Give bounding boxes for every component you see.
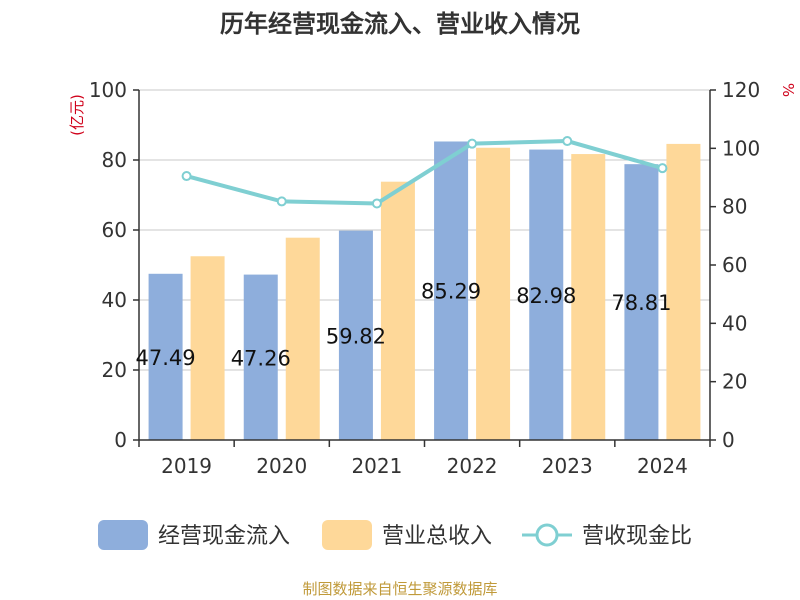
revenue-bar: [190, 256, 225, 440]
legend-label-revenue: 营业总收入: [382, 524, 492, 549]
legend-label-cash-inflow: 经营现金流入: [158, 524, 290, 549]
cash-inflow-data-label: 78.81: [611, 291, 671, 315]
ratio-point: [181, 171, 192, 182]
cash-inflow-bar: [434, 141, 469, 441]
right-axis-ticks: 0 20 40 60 80 100 120: [710, 78, 760, 452]
cash-inflow-data-label: 47.26: [231, 346, 291, 370]
ratio-point: [657, 163, 668, 174]
grid-lines: [139, 89, 710, 441]
cash-inflow-data-labels: 47.49 47.26 59.82 85.29 82.98 78.81: [136, 280, 672, 371]
revenue-bar: [666, 143, 701, 440]
x-tick-label: 2019: [161, 454, 212, 478]
x-tick-label: 2020: [256, 454, 307, 478]
chart-title: 历年经营现金流入、营业收入情况: [220, 10, 580, 38]
left-axis-unit: (亿元): [68, 94, 86, 136]
cash-inflow-bar: [338, 230, 373, 440]
left-tick-label: 0: [114, 428, 127, 452]
axes: [138, 90, 711, 441]
right-tick-label: 0: [722, 428, 735, 452]
cash-inflow-bar: [529, 149, 564, 440]
revenue-bar: [285, 237, 320, 440]
ratio-polyline: [186, 139, 663, 206]
legend: 经营现金流入 营业总收入 营收现金比: [98, 520, 692, 550]
left-tick-label: 100: [89, 78, 127, 102]
right-axis-unit: %: [779, 83, 797, 97]
right-tick-label: 60: [722, 253, 747, 277]
right-tick-label: 20: [722, 370, 747, 394]
source-note: 制图数据来自恒生聚源数据库: [302, 580, 497, 598]
left-axis-ticks: 0 20 40 60 80 100: [89, 78, 139, 452]
left-tick-label: 40: [102, 288, 127, 312]
x-axis-ticks: 2019 2020 2021 2022 2023 2024: [138, 440, 711, 478]
right-tick-label: 120: [722, 78, 760, 102]
ratio-point: [371, 198, 382, 209]
x-tick-label: 2021: [351, 454, 402, 478]
right-tick-label: 80: [722, 195, 747, 219]
cash-inflow-data-label: 59.82: [326, 324, 386, 348]
ratio-point: [467, 138, 478, 149]
ratio-point: [276, 196, 287, 207]
legend-label-ratio: 营收现金比: [582, 524, 692, 549]
right-tick-label: 40: [722, 311, 747, 335]
right-tick-label: 100: [722, 136, 760, 160]
cash-inflow-data-label: 47.49: [136, 346, 196, 370]
cash-inflow-bar: [148, 273, 183, 440]
legend-marker-ratio: [535, 523, 559, 547]
x-tick-label: 2022: [447, 454, 498, 478]
left-tick-label: 80: [102, 148, 127, 172]
legend-swatch-revenue: [322, 520, 372, 550]
ratio-line: [181, 136, 668, 209]
revenue-bar: [571, 154, 606, 441]
cash-inflow-bars: [148, 141, 659, 441]
left-tick-label: 60: [102, 218, 127, 242]
revenue-bars: [190, 143, 701, 441]
revenue-bar: [380, 181, 415, 440]
cash-inflow-bar: [624, 164, 659, 441]
left-tick-label: 20: [102, 358, 127, 382]
cash-inflow-data-label: 82.98: [516, 284, 576, 308]
ratio-point: [562, 136, 573, 147]
cash-inflow-bar: [243, 274, 278, 440]
cash-inflow-data-label: 85.29: [421, 280, 481, 304]
x-tick-label: 2023: [542, 454, 593, 478]
x-tick-label: 2024: [637, 454, 688, 478]
revenue-bar: [476, 147, 511, 440]
legend-swatch-cash-inflow: [98, 520, 148, 550]
